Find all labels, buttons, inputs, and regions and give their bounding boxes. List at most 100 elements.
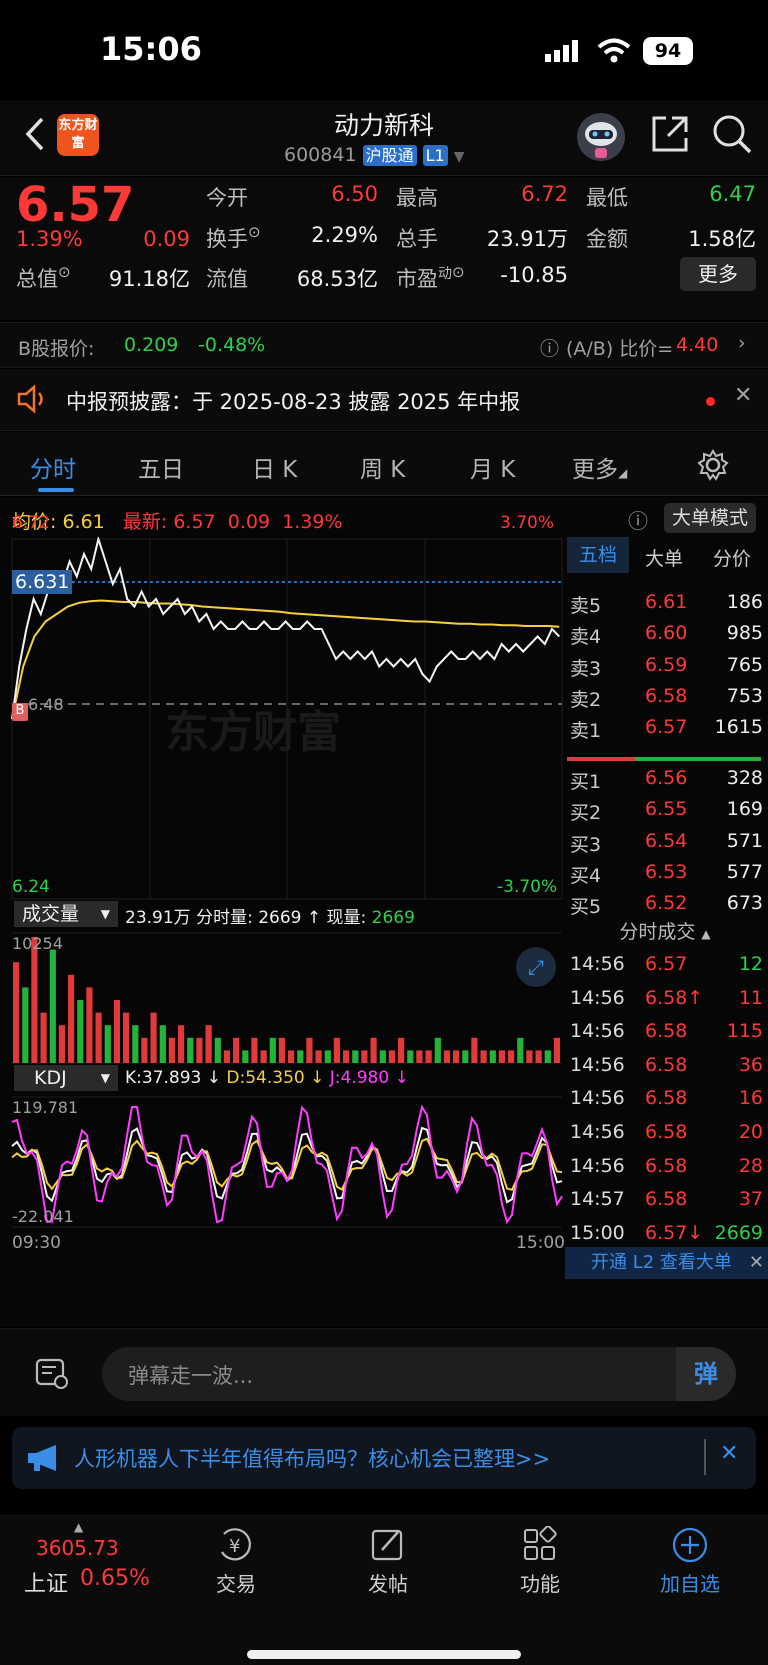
chart-area: 均价: 6.61 最新: 6.57 0.09 1.39% ⓘ 大单模式 东方财富… [0,497,768,1327]
signal-icon [545,40,578,62]
wifi-icon [597,38,631,63]
level-label: 买3 [570,833,602,856]
help-icon[interactable]: ⓘ [628,509,648,533]
volume-info: 23.91万 分时量: 2669 ↑ 现量: 2669 [125,908,415,928]
send-danmaku-button[interactable]: 弹 [676,1347,736,1401]
level-volume: 753 [726,684,763,707]
tick-time: 14:57 [570,1188,625,1211]
megaphone-icon [28,1445,56,1471]
volume-bar [416,1050,423,1063]
search-icon[interactable] [711,113,753,155]
grid-icon [524,1526,557,1560]
more-button[interactable]: 更多 [680,257,756,291]
tick-row: 14:56 6.58 20 [565,1119,765,1149]
volume-bar [22,987,29,1063]
ticks-title[interactable]: 分时成交 ▲ [619,921,711,943]
volume-bar [443,1050,450,1063]
kdj-indicator-select[interactable]: KDJ ▼ [14,1065,118,1091]
chevron-right-icon: › [738,332,746,354]
volume-bar [306,1037,313,1063]
volume-bar [178,1025,185,1063]
nav-add-watchlist[interactable]: 加自选 [640,1526,740,1597]
danmaku-input[interactable]: 弹幕走一波... [102,1347,710,1401]
level-label: 买2 [570,802,602,825]
y-bottom-label: 6.24 [12,877,50,897]
close-icon[interactable]: ✕ [720,1441,739,1466]
tab-more[interactable]: 更多◢ [572,457,628,483]
volume-bar [288,1050,295,1063]
volume-bar [77,1000,84,1063]
tab-big-orders[interactable]: 大单 [645,548,684,570]
watermark: 东方财富 [165,707,341,758]
l2-banner[interactable]: 开通 L2 查看大单 ✕ [565,1247,768,1279]
stock-header: 东方财富 动力新科 600841 沪股通 L1 ▼ [0,100,768,176]
back-icon[interactable] [24,116,46,152]
index-pct[interactable]: 0.65% [80,1566,150,1591]
active-tab-indicator [38,488,74,492]
level-price: 6.59 [645,653,688,676]
level-volume: 186 [726,591,763,613]
last-price: 6.57 [16,177,135,233]
stock-code-row[interactable]: 600841 沪股通 L1 ▼ [284,142,465,166]
tab-monthly-k[interactable]: 月 K [470,457,516,483]
volume-bar [187,1037,194,1063]
info-icon: ⊙ [58,263,71,281]
close-icon[interactable]: ✕ [734,383,753,408]
ad-banner[interactable]: 人形机器人下半年值得布局吗？核心机会已整理>> ✕ [12,1427,756,1489]
volume-bar [49,949,56,1063]
volume-indicator-select[interactable]: 成交量 ▼ [14,901,118,927]
volume-bar [398,1037,405,1063]
x-start-label: 09:30 [12,1233,61,1253]
volume-bar [260,1050,267,1063]
info-icon: ⊙ [452,263,465,281]
add-circle-icon [672,1527,708,1563]
level-volume: 765 [726,653,763,676]
b-share-label: B股报价: [18,338,95,360]
tab-price-dist[interactable]: 分价 [713,548,752,570]
tick-volume: 115 [726,1020,763,1043]
b-share-row[interactable]: B股报价: 0.209 -0.48% ⓘ (A/B) 比价= 4.40 › [0,322,768,368]
volume-bar [132,1025,139,1063]
order-book-row: 买4 6.53 577 [565,859,765,889]
turnover-label[interactable]: 换手⊙ [206,223,261,251]
tab-five-day[interactable]: 五日 [138,457,184,483]
tick-time: 14:56 [570,986,625,1009]
tick-volume: 36 [738,1053,763,1076]
tick-time: 14:56 [570,1154,625,1177]
buy-marker-icon: B [12,703,28,721]
mcap-label[interactable]: 总值⊙ [16,263,71,291]
kdj-j-line [11,1104,563,1225]
danmaku-settings-icon[interactable] [34,1355,70,1391]
robot-avatar-icon[interactable] [574,110,628,164]
volume-bar [269,1037,276,1063]
nav-functions[interactable]: 功能 [490,1526,590,1597]
intraday-chart-svg[interactable]: 东方财富 [0,537,565,1277]
tab-intraday[interactable]: 分时 [30,457,76,483]
close-icon: ✕ [748,1252,764,1273]
danmaku-bar: 弹幕走一波... 弹 [0,1328,768,1416]
help-icon[interactable]: ⓘ [540,338,560,360]
tab-five-levels[interactable]: 五档 [567,537,629,573]
volume-bar [104,1025,111,1063]
kdj-values: K:37.893 ↓ D:54.350 ↓ J:4.980 ↓ [125,1068,409,1088]
nav-post[interactable]: 发帖 [338,1526,438,1597]
nav-trade[interactable]: ¥ 交易 [186,1526,286,1597]
high-label: 最高 [396,186,438,210]
notice-bar[interactable]: 中报预披露：于 2025-08-23 披露 2025 年中报 ✕ [0,369,768,431]
tab-weekly-k[interactable]: 周 K [360,457,406,483]
settings-gear-icon[interactable] [696,448,730,482]
amount-label: 金额 [586,227,628,251]
big-order-mode-button[interactable]: 大单模式 [664,503,756,533]
index-name[interactable]: 上证 [24,1572,69,1597]
high-value: 6.72 [521,182,568,206]
share-icon[interactable] [650,114,690,154]
order-book-row: 买3 6.54 571 [565,828,765,858]
expand-icon[interactable]: ⤢ [516,947,556,987]
tab-daily-k[interactable]: 日 K [252,457,298,483]
volume-bar [242,1050,249,1063]
index-value[interactable]: 3605.73 [36,1536,119,1560]
pe-label[interactable]: 市盈动⊙ [396,263,465,291]
level-volume: 169 [726,798,763,821]
volume-bar [407,1050,414,1063]
level-volume: 1615 [714,716,763,739]
